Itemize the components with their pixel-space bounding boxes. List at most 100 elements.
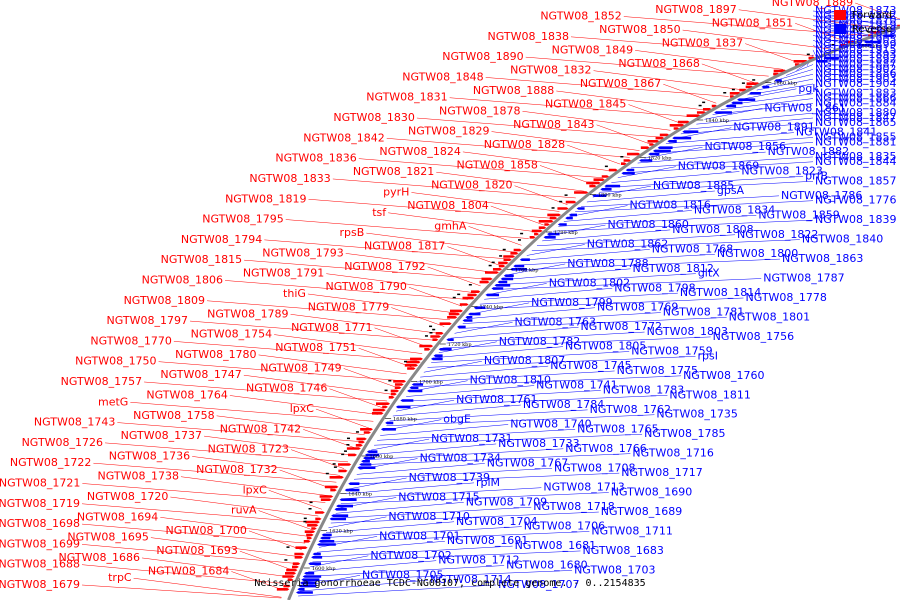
reverse-gene-label[interactable]: NGTW08_1702	[370, 549, 451, 562]
reverse-gene-label[interactable]: rpsI	[697, 349, 717, 362]
reverse-gene-label[interactable]: NGTW08_1857	[815, 174, 896, 187]
forward-gene-label[interactable]: NGTW08_1831	[366, 91, 447, 104]
reverse-gene-label[interactable]: NGTW08_1812	[632, 262, 713, 275]
forward-gene-label[interactable]: tsf	[372, 206, 387, 219]
reverse-gene-label[interactable]: NGTW08_1800	[717, 247, 798, 260]
reverse-gene-label[interactable]: NGTW08_1880	[815, 106, 896, 119]
forward-gene-label[interactable]: NGTW08_1726	[22, 436, 103, 449]
forward-gene-label[interactable]: NGTW08_1732	[196, 463, 277, 476]
reverse-gene-label[interactable]: NGTW08_1891	[733, 121, 814, 134]
forward-gene-label[interactable]: NGTW08_1868	[618, 57, 699, 70]
reverse-gene-label[interactable]: NGTW08_1839	[815, 213, 896, 226]
reverse-gene-label[interactable]: NGTW08_1761	[456, 393, 537, 406]
reverse-gene-label[interactable]: NGTW08_1718	[533, 500, 614, 513]
forward-gene-label[interactable]: NGTW08_1836	[275, 152, 356, 165]
reverse-gene-label[interactable]: NGTW08_1781	[663, 306, 744, 319]
reverse-gene-label[interactable]: NGTW08_1715	[398, 490, 479, 503]
reverse-gene-label[interactable]: NGTW08_1822	[737, 228, 818, 241]
forward-gene-label[interactable]: NGTW08_1829	[408, 125, 489, 138]
reverse-gene-label[interactable]: NGTW08_1763	[515, 315, 596, 328]
reverse-gene-label[interactable]: NGTW08_1903	[815, 72, 896, 85]
forward-gene-label[interactable]: NGTW08_1837	[662, 37, 743, 50]
reverse-gene-label[interactable]: NGTW08_1869	[678, 160, 759, 173]
reverse-gene-label[interactable]: NGTW08_1703	[574, 563, 655, 576]
forward-gene-label[interactable]: NGTW08_1830	[333, 111, 414, 124]
forward-gene-label[interactable]: NGTW08_1700	[165, 524, 246, 537]
forward-gene-label[interactable]: NGTW08_1737	[121, 429, 202, 442]
forward-gene-label[interactable]: NGTW08_1842	[303, 131, 384, 144]
forward-gene-label[interactable]: NGTW08_1758	[133, 409, 214, 422]
forward-gene-label[interactable]: NGTW08_1794	[181, 233, 262, 246]
reverse-gene-label[interactable]: NGTW08_1904	[815, 77, 896, 90]
reverse-gene-label[interactable]: NGTW08_1733	[498, 437, 579, 450]
reverse-gene-label[interactable]: prfB	[805, 169, 828, 182]
forward-gene-label[interactable]: NGTW08_1789	[207, 307, 288, 320]
forward-gene-label[interactable]: NGTW08_1809	[124, 294, 205, 307]
forward-gene-label[interactable]: NGTW08_1850	[599, 23, 680, 36]
forward-gene-label[interactable]: NGTW08_1838	[488, 30, 569, 43]
forward-gene-label[interactable]: gmhA	[434, 219, 467, 232]
forward-gene-label[interactable]: NGTW08_1848	[402, 70, 483, 83]
reverse-gene-label[interactable]: NGTW08_1893	[815, 48, 896, 61]
reverse-gene-label[interactable]: NGTW08_1915	[815, 43, 896, 56]
reverse-gene-label[interactable]: NGTW08_1823	[741, 165, 822, 178]
forward-gene-label[interactable]: NGTW08_1764	[146, 389, 227, 402]
reverse-gene-label[interactable]: NGTW08_1787	[763, 272, 844, 285]
reverse-gene-label[interactable]: NGTW08_1731	[431, 432, 512, 445]
forward-gene-label[interactable]: NGTW08_1688	[0, 558, 80, 571]
forward-gene-label[interactable]: NGTW08_1851	[712, 16, 793, 29]
reverse-gene-label[interactable]: NGTW08_1814	[680, 286, 761, 299]
forward-gene-label[interactable]: thiG	[283, 287, 306, 300]
forward-gene-label[interactable]: NGTW08_1849	[552, 43, 633, 56]
reverse-gene-label[interactable]: NGTW08_1766	[565, 442, 646, 455]
forward-gene-label[interactable]: NGTW08_1771	[291, 321, 372, 334]
reverse-gene-label[interactable]: NGTW08_1706	[524, 520, 605, 533]
reverse-gene-label[interactable]: NGTW08_1859	[758, 208, 839, 221]
forward-gene-label[interactable]: NGTW08_1833	[249, 172, 330, 185]
reverse-gene-label[interactable]: NGTW08_1805	[565, 340, 646, 353]
forward-gene-label[interactable]: NGTW08_1821	[353, 165, 434, 178]
reverse-gene-label[interactable]: NGTW08_1881	[815, 135, 896, 148]
forward-gene-label[interactable]: NGTW08_1824	[379, 145, 460, 158]
reverse-gene-label[interactable]: NGTW08_1765	[577, 422, 658, 435]
reverse-gene-label[interactable]: NGTW08_1847	[815, 111, 896, 124]
reverse-gene-label[interactable]: NGTW08_1767	[487, 456, 568, 469]
reverse-gene-label[interactable]: NGTW08_1740	[510, 417, 591, 430]
reverse-gene-label[interactable]: NGTW08_1778	[745, 291, 826, 304]
reverse-gene-label[interactable]: NGTW08_1902	[815, 62, 896, 75]
forward-gene-label[interactable]: NGTW08_1757	[61, 375, 142, 388]
forward-gene-label[interactable]: NGTW08_1743	[34, 416, 115, 429]
reverse-gene-label[interactable]: NGTW08_1783	[603, 383, 684, 396]
forward-gene-label[interactable]: rpsB	[340, 226, 365, 239]
forward-gene-label[interactable]: NGTW08_1795	[202, 213, 283, 226]
reverse-gene-label[interactable]: NGTW08_1811	[669, 388, 750, 401]
reverse-gene-label[interactable]: NGTW08_1769	[597, 301, 678, 314]
forward-gene-label[interactable]: NGTW08_1750	[75, 355, 156, 368]
forward-gene-label[interactable]: NGTW08_1699	[0, 537, 80, 550]
reverse-gene-label[interactable]: NGTW08_1861	[764, 101, 845, 114]
reverse-gene-label[interactable]: NGTW08_1735	[656, 408, 737, 421]
forward-gene-label[interactable]: NGTW08_1888	[473, 84, 554, 97]
forward-gene-label[interactable]: NGTW08_1780	[175, 348, 256, 361]
reverse-gene-label[interactable]: pgk	[798, 82, 819, 95]
reverse-gene-label[interactable]: NGTW08_1709	[466, 495, 547, 508]
reverse-gene-label[interactable]: NGTW08_1782	[499, 335, 580, 348]
reverse-gene-label[interactable]: NGTW08_1802	[549, 276, 630, 289]
reverse-gene-label[interactable]: NGTW08_1885	[653, 179, 734, 192]
forward-gene-label[interactable]: NGTW08_1746	[246, 382, 327, 395]
reverse-gene-label[interactable]: NGTW08_1856	[705, 140, 786, 153]
reverse-gene-label[interactable]: NGTW08_1807	[484, 354, 565, 367]
forward-gene-label[interactable]: NGTW08_1754	[191, 328, 272, 341]
reverse-gene-label[interactable]: NGTW08_1707	[498, 578, 579, 591]
reverse-gene-label[interactable]: NGTW08_1788	[567, 257, 648, 270]
reverse-gene-label[interactable]: NGTW08_1866	[815, 92, 896, 105]
forward-gene-label[interactable]: NGTW08_1897	[655, 3, 736, 16]
reverse-gene-label[interactable]: NGTW08_1704	[456, 515, 537, 528]
reverse-gene-label[interactable]: NGTW08_1883	[815, 87, 896, 100]
forward-gene-label[interactable]: NGTW08_1698	[0, 517, 80, 530]
forward-gene-label[interactable]: NGTW08_1828	[484, 138, 565, 151]
forward-gene-label[interactable]: NGTW08_1736	[109, 449, 190, 462]
reverse-gene-label[interactable]: NGTW08_1768	[652, 242, 733, 255]
reverse-gene-label[interactable]: NGTW08_1776	[815, 194, 896, 207]
